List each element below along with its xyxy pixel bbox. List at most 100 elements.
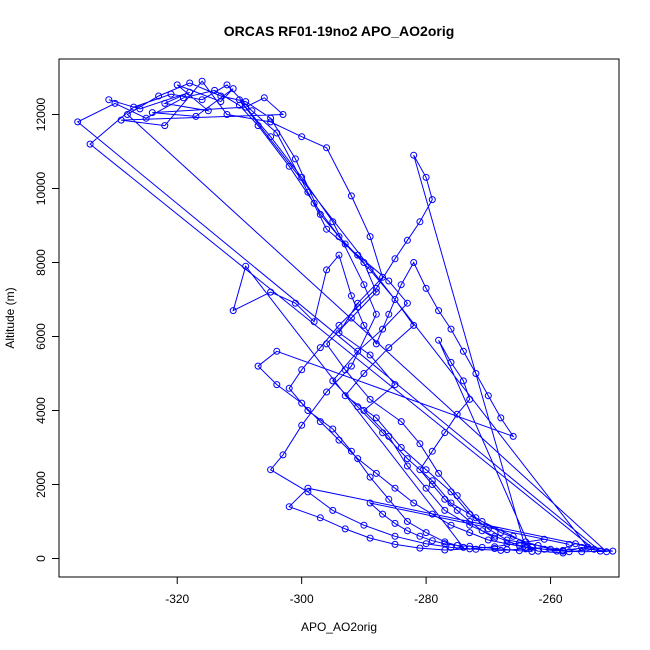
data-point	[329, 425, 337, 433]
data-point	[478, 518, 486, 525]
data-point	[366, 351, 374, 359]
data-point	[316, 344, 324, 352]
plot-frame	[58, 58, 620, 578]
data-point	[422, 540, 430, 548]
data-point	[354, 299, 362, 307]
y-axis-label: Altitude (m)	[3, 287, 17, 348]
data-point	[347, 362, 355, 370]
data-point	[211, 86, 219, 94]
data-point	[435, 336, 443, 344]
data-point	[447, 358, 455, 366]
data-point	[304, 484, 312, 492]
data-point	[372, 414, 380, 422]
data-point	[323, 388, 331, 396]
data-point	[167, 90, 175, 98]
data-point	[117, 116, 125, 124]
data-point	[478, 543, 486, 551]
data-point	[397, 418, 405, 426]
data-point	[347, 192, 355, 200]
data-point	[379, 429, 387, 437]
data-point	[298, 366, 306, 374]
data-point	[198, 77, 206, 85]
data-point	[323, 225, 331, 233]
data-point	[291, 299, 299, 307]
data-point	[335, 251, 343, 259]
data-point	[335, 329, 343, 337]
data-point	[385, 277, 393, 285]
data-point	[590, 545, 598, 553]
data-point	[422, 284, 430, 292]
data-point	[267, 114, 275, 122]
data-point	[528, 548, 536, 555]
data-point	[379, 325, 387, 333]
data-point	[379, 273, 387, 281]
data-point	[354, 303, 362, 311]
data-point	[540, 535, 548, 543]
data-point	[522, 543, 530, 551]
data-point	[459, 377, 467, 385]
data-point	[435, 469, 443, 477]
data-point	[391, 255, 399, 263]
data-point	[347, 447, 355, 455]
data-point	[428, 196, 436, 204]
data-point	[310, 318, 318, 326]
data-point	[403, 462, 411, 470]
data-point	[316, 418, 324, 426]
data-point	[422, 484, 430, 492]
data-point	[428, 447, 436, 455]
data-point	[503, 546, 511, 554]
y-tick-label: 6000	[34, 323, 48, 350]
data-point	[148, 109, 156, 117]
data-point	[273, 347, 281, 355]
data-point	[372, 288, 380, 296]
data-point	[223, 81, 231, 89]
data-point	[478, 527, 486, 535]
data-point	[285, 384, 293, 392]
data-point	[360, 521, 368, 529]
data-point	[385, 344, 393, 352]
data-point	[403, 299, 411, 307]
data-point	[335, 436, 343, 444]
data-point	[155, 92, 163, 100]
data-point	[329, 506, 337, 514]
data-point	[366, 266, 374, 274]
data-point	[310, 199, 318, 207]
data-point	[410, 321, 418, 329]
data-point	[453, 542, 461, 549]
data-point	[304, 188, 312, 196]
data-point	[304, 488, 312, 496]
data-point	[341, 240, 349, 248]
data-point	[447, 325, 455, 333]
y-tick-label: 0	[34, 555, 48, 562]
data-point	[447, 488, 455, 496]
data-point	[298, 421, 306, 429]
data-point	[329, 218, 337, 226]
data-point	[422, 173, 430, 181]
data-point	[491, 534, 499, 542]
data-point	[379, 510, 387, 518]
data-point	[260, 94, 268, 102]
data-point	[416, 532, 424, 540]
data-point	[366, 534, 374, 542]
data-point	[335, 321, 343, 329]
data-point	[360, 370, 368, 377]
data-point	[161, 122, 169, 130]
data-point	[509, 532, 517, 540]
data-point	[323, 266, 331, 274]
data-point	[323, 144, 331, 152]
data-point	[360, 407, 368, 414]
data-point	[335, 233, 343, 241]
data-point	[354, 251, 362, 259]
data-point	[466, 510, 474, 518]
data-point	[422, 529, 430, 537]
data-point	[360, 321, 368, 329]
data-point	[242, 262, 250, 270]
y-axis: 0 2000 4000 6000 8000 10000 12000	[34, 97, 60, 562]
data-point	[515, 542, 523, 549]
data-point	[428, 510, 436, 518]
data-point	[130, 103, 138, 111]
data-point	[223, 111, 231, 118]
data-point	[609, 547, 617, 555]
data-point	[565, 540, 573, 548]
